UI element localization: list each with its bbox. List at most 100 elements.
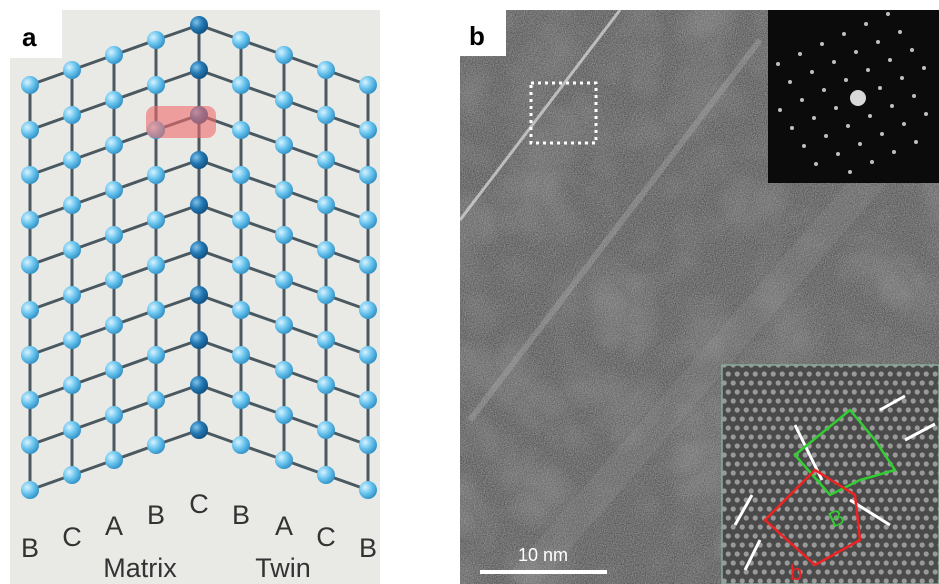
atom-dot xyxy=(731,452,736,457)
atom-dot xyxy=(794,380,799,385)
atom-dot xyxy=(767,398,772,403)
atom-dot xyxy=(749,524,754,529)
atom-dot xyxy=(879,425,884,430)
atom-dot xyxy=(924,479,929,484)
atom-dot xyxy=(879,389,884,394)
atom xyxy=(275,271,293,289)
atom-dot xyxy=(767,506,772,511)
fft-spot xyxy=(810,70,814,74)
fft-spot xyxy=(880,132,884,136)
atom-dot xyxy=(852,389,857,394)
atom-dot xyxy=(785,506,790,511)
atom xyxy=(105,451,123,469)
atom-dot xyxy=(731,380,736,385)
atom-dot xyxy=(780,515,785,520)
stacking-label: B xyxy=(232,500,250,530)
atom-dot xyxy=(848,470,853,475)
atom-dot xyxy=(776,470,781,475)
atom-dot xyxy=(762,569,767,574)
atom xyxy=(275,136,293,154)
atom-dot xyxy=(893,578,898,583)
atom xyxy=(147,256,165,274)
atom-dot xyxy=(744,407,749,412)
atom-dot xyxy=(915,443,920,448)
atom-dot xyxy=(884,416,889,421)
atom-dot xyxy=(776,578,781,583)
atom-dot xyxy=(852,461,857,466)
atom-dot xyxy=(834,389,839,394)
fft-spot xyxy=(914,140,918,144)
atom-dot xyxy=(866,398,871,403)
atom-dot xyxy=(762,479,767,484)
atom-dot xyxy=(807,407,812,412)
atom-dot xyxy=(839,434,844,439)
atom xyxy=(232,301,250,319)
fft-spot xyxy=(892,150,896,154)
atom-dot xyxy=(875,416,880,421)
atom-dot xyxy=(924,497,929,502)
atom-dot xyxy=(807,389,812,394)
atom-dot xyxy=(848,524,853,529)
atom-dot xyxy=(861,461,866,466)
atom-dot xyxy=(744,551,749,556)
atom-dot xyxy=(857,398,862,403)
atom-dot xyxy=(753,569,758,574)
atom-dot xyxy=(794,506,799,511)
atom-dot xyxy=(726,569,731,574)
atom xyxy=(63,61,81,79)
atom xyxy=(21,481,39,499)
atom-dot xyxy=(821,452,826,457)
atom-dot xyxy=(780,425,785,430)
atom-dot xyxy=(884,560,889,565)
atom-dot xyxy=(843,551,848,556)
atom-dot xyxy=(735,497,740,502)
atom-dot xyxy=(866,542,871,547)
atom-dot xyxy=(749,578,754,583)
atom xyxy=(232,76,250,94)
atom-dot xyxy=(740,398,745,403)
atom-dot xyxy=(893,416,898,421)
atom-dot xyxy=(726,443,731,448)
atom-dot xyxy=(888,497,893,502)
atom xyxy=(190,151,208,169)
hrtem-inset: B b xyxy=(722,362,939,584)
fft-spot xyxy=(844,78,848,82)
atom-dot xyxy=(902,542,907,547)
atom-dot xyxy=(857,578,862,583)
atom xyxy=(105,91,123,109)
atom-dot xyxy=(915,389,920,394)
atom-dot xyxy=(816,497,821,502)
atom xyxy=(147,436,165,454)
atom-dot xyxy=(920,578,925,583)
atom xyxy=(359,436,377,454)
atom xyxy=(105,271,123,289)
atom-dot xyxy=(906,479,911,484)
fft-spot xyxy=(900,76,904,80)
atom xyxy=(21,436,39,454)
atom-dot xyxy=(767,470,772,475)
atom-dot xyxy=(843,461,848,466)
atom-dot xyxy=(740,434,745,439)
atom-dot xyxy=(915,515,920,520)
atom xyxy=(147,211,165,229)
atom-dot xyxy=(929,470,934,475)
atom-dot xyxy=(906,551,911,556)
atom-dot xyxy=(794,434,799,439)
atom-dot xyxy=(749,416,754,421)
atom-dot xyxy=(920,524,925,529)
atom-dot xyxy=(758,578,763,583)
atom-dot xyxy=(821,398,826,403)
atom-dot xyxy=(848,578,853,583)
atom-dot xyxy=(830,380,835,385)
atom-dot xyxy=(897,461,902,466)
stacking-label: A xyxy=(105,511,123,541)
atom-dot xyxy=(906,497,911,502)
atom-dot xyxy=(915,497,920,502)
atom-dot xyxy=(776,452,781,457)
panel-label: b xyxy=(469,21,485,51)
atom-dot xyxy=(731,488,736,493)
atom-dot xyxy=(771,461,776,466)
fft-spot xyxy=(832,60,836,64)
atom-dot xyxy=(771,479,776,484)
stacking-label: A xyxy=(275,511,293,541)
